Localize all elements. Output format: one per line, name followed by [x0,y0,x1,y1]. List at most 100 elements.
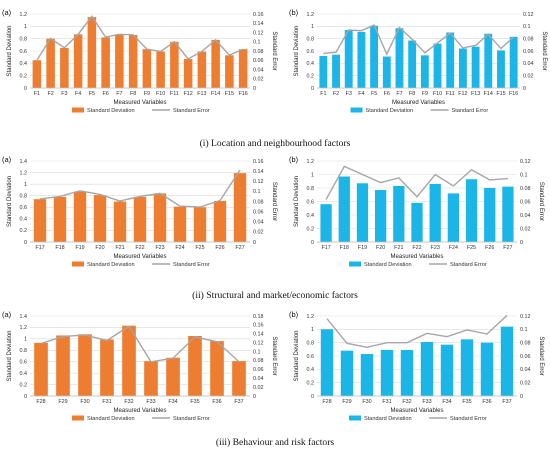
x-tick-label: F21 [115,245,124,251]
y2-tick-label: 0.1 [253,349,261,355]
x-tick-label: F25 [467,245,476,251]
x-tick-label: F2 [47,91,53,97]
y2-tick-label: 0.04 [253,376,264,382]
x-tick-label: F32 [402,399,411,405]
legend-label-line: Standard Error [173,416,210,422]
x-tick-label: F13 [471,91,480,97]
x-tick-label: F30 [362,399,371,405]
panel-label: (b) [289,155,299,164]
bar-F15 [225,55,234,88]
x-tick-label: F37 [502,399,511,405]
x-tick-label: F7 [396,91,402,97]
legend-bar-swatch [72,261,84,267]
y-tick-label: 0.6 [20,205,28,211]
x-tick-label: F15 [225,91,234,97]
x-tick-label: F33 [146,399,155,405]
bar-F3 [344,30,353,88]
y2-tick-label: 0.02 [523,73,534,79]
x-tick-label: F10 [156,91,165,97]
x-tick-label: F28 [36,399,45,405]
y2-tick-label: 0.14 [253,332,264,338]
chart-panel-2: 0 0.2 0.4 0.6 0.8 1 1.2 0 0.02 0.04 0.06 0.08 0.1 0.1… [289,8,547,114]
y2-tick-label: 0.12 [520,159,531,165]
x-tick-label: F16 [509,91,518,97]
legend-label-line: Standard Error [452,108,489,114]
x-tick-label: F9 [144,91,150,97]
y2-tick-label: 0.08 [253,199,264,205]
y-tick-label: 1.2 [20,12,28,18]
x-tick-label: F14 [484,91,493,97]
x-tick-label: F11 [170,91,179,97]
bar-F20 [93,195,107,242]
y2-tick-label: 0.12 [253,30,264,36]
x-tick-label: F4 [75,91,81,97]
bar-F12 [458,48,467,88]
standard-error-line [39,169,241,208]
x-tick-label: F6 [384,91,390,97]
x-tick-label: F6 [102,91,108,97]
bar-F19 [73,191,87,242]
y-tick-label: 1 [311,24,314,30]
caption-behaviour: (iii) Behaviour and risk factors [216,437,335,448]
x-tick-label: F11 [446,91,455,97]
bar-F17 [320,204,332,242]
legend-label-line: Standard Error [450,262,487,268]
x-axis-title: Measured Variables [114,254,167,260]
x-tick-label: F16 [238,91,247,97]
legend-label-line: Standard Error [450,416,487,422]
bar-F9 [420,55,429,88]
bar-F30 [78,334,92,396]
standard-error-line [326,314,508,349]
x-tick-label: F29 [58,399,67,405]
legend-bar-swatch [349,415,361,421]
legend-label-line: Standard Error [173,108,210,114]
y2-tick-label: 0.08 [520,186,531,192]
y2-tick-label: 0.14 [253,169,264,175]
y2-tick-label: 0.06 [523,49,534,55]
y2-tick-label: 0.04 [253,220,264,226]
legend-label-bar: Standard Deviation [87,416,135,422]
bar-F9 [142,49,152,88]
bar-F18 [53,196,67,242]
y-tick-label: 1.4 [20,159,28,165]
chart-panel-3: 0 0.2 0.4 0.6 0.8 1 1.2 1.4 0 0.02 0.04 0.06 0.08 0.1… [2,155,277,268]
x-tick-label: F20 [376,245,385,251]
y2-tick-label: 0.1 [253,40,261,46]
bar-F32 [400,350,414,396]
x-tick-label: F20 [95,245,104,251]
x-tick-label: F22 [412,245,421,251]
legend-label-bar: Standard Deviation [364,262,412,268]
x-tick-label: F27 [235,245,244,251]
y2-tick-label: 0.04 [253,67,264,73]
x-tick-label: F5 [371,91,377,97]
x-axis-title: Measured Variables [114,100,167,106]
bar-F21 [393,185,405,242]
y-tick-label: 0 [311,240,314,246]
x-tick-label: F34 [168,399,177,405]
y-tick-label: 1.2 [307,314,315,320]
y-tick-label: 0.2 [307,380,315,386]
bar-F31 [100,339,114,396]
bar-F1 [32,60,42,88]
panel-label: (a) [2,8,12,17]
y-tick-label: 1.2 [20,325,28,331]
y2-tick-label: 0.06 [520,199,531,205]
bar-F35 [460,339,474,396]
panel-label: (b) [289,8,299,17]
bar-F30 [360,354,374,396]
bar-F2 [46,38,55,88]
bar-F5 [370,25,379,88]
x-tick-label: F28 [322,399,331,405]
bar-F15 [497,50,505,88]
x-tick-label: F25 [195,245,204,251]
x-tick-label: F9 [422,91,428,97]
y2-tick-label: 0.1 [520,172,528,178]
bar-F28 [34,342,48,396]
y2-tick-label: 0.16 [253,323,264,329]
bar-F11 [170,41,179,88]
y-tick-label: 0.2 [307,73,315,79]
y-tick-label: 0.4 [20,371,28,377]
bar-F33 [144,361,158,396]
y2-tick-label: 0.02 [253,230,264,236]
y2-axis-title: Standard Error [271,336,277,375]
